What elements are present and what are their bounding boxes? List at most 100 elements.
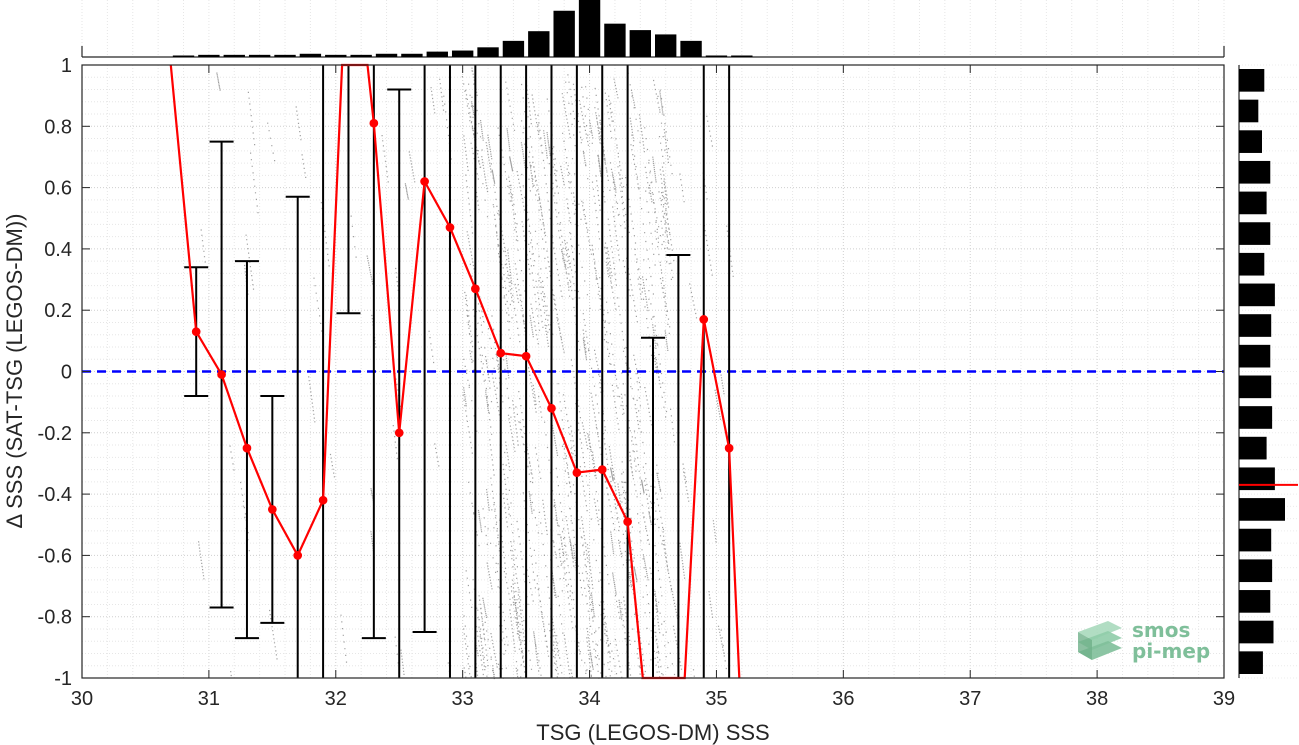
right-histogram-bar <box>1239 436 1267 460</box>
mean-marker <box>293 551 303 560</box>
top-histogram-bar <box>604 23 626 57</box>
right-histogram-bar <box>1239 498 1285 521</box>
main-plot: 30 31 32 33 34 35 36 37 38 39 -1 -0.8 -0.6 -0.4 -0.2 0… <box>38 55 1236 710</box>
x-tick-label: 33 <box>452 688 474 710</box>
y-tick-label: -0.6 <box>38 545 72 567</box>
x-tick-label: 30 <box>71 688 93 710</box>
y-tick-label: 1 <box>61 55 72 77</box>
y-tick-label: 0.2 <box>44 300 72 322</box>
y-tick-label: 0.6 <box>44 178 72 200</box>
y-tick-label: -0.2 <box>38 423 72 445</box>
y-tick-label: 0.4 <box>44 239 72 261</box>
right-histogram-bar <box>1239 590 1271 613</box>
mean-marker <box>724 443 734 453</box>
mean-marker <box>318 495 328 505</box>
right-histogram-bar <box>1239 99 1259 123</box>
top-histogram-bar <box>451 50 474 57</box>
right-histogram-bars <box>1239 69 1285 674</box>
mean-marker <box>191 327 201 337</box>
right-histogram-bar <box>1239 222 1271 245</box>
right-histogram-bar <box>1239 528 1272 552</box>
top-histogram-bar <box>274 54 296 57</box>
top-histogram-bar <box>223 54 245 57</box>
mean-marker <box>547 403 556 413</box>
top-histogram-frame <box>82 0 1224 57</box>
mean-marker <box>369 118 379 128</box>
top-histogram-bar <box>248 54 271 57</box>
logo-layers-icon <box>1078 621 1122 660</box>
top-histogram-bars <box>172 0 753 58</box>
mean-marker <box>471 284 480 294</box>
x-tick-label: 31 <box>198 688 220 710</box>
y-tick-label: 0.8 <box>44 116 72 138</box>
right-histogram-bar <box>1239 375 1272 399</box>
logo-text-pi-mep: pi-mep <box>1132 639 1210 663</box>
x-tick-label: 32 <box>325 688 347 710</box>
right-histogram <box>1238 64 1299 679</box>
x-axis-label: TSG (LEGOS-DM) SSS <box>536 720 769 745</box>
x-tick-label: 39 <box>1213 688 1235 710</box>
mean-marker <box>572 468 582 477</box>
mean-marker <box>394 428 404 438</box>
mean-difference-markers <box>191 118 734 560</box>
right-histogram-bar <box>1239 130 1262 153</box>
mean-marker <box>445 223 455 232</box>
right-histogram-bar <box>1239 69 1265 92</box>
top-histogram-bar <box>401 53 423 57</box>
top-histogram <box>81 0 1225 58</box>
top-histogram-bar <box>553 10 575 58</box>
x-tick-label: 35 <box>705 688 727 710</box>
top-histogram-bar <box>731 55 753 57</box>
top-histogram-bar <box>350 54 372 57</box>
top-histogram-grid <box>81 0 1225 57</box>
x-tick-label: 34 <box>578 688 600 710</box>
error-bar <box>641 336 665 678</box>
top-histogram-bar <box>172 55 195 57</box>
error-bar <box>387 88 412 678</box>
y-tick-label: -1 <box>54 668 72 690</box>
top-histogram-bar <box>680 40 702 57</box>
y-tick-label: 0 <box>61 362 72 384</box>
logo-text-smos: smos <box>1132 618 1190 642</box>
mean-marker <box>242 443 252 453</box>
top-histogram-bar <box>426 51 448 57</box>
top-histogram-bar <box>528 31 550 57</box>
top-histogram-bar <box>502 40 525 57</box>
right-histogram-bar <box>1239 651 1263 674</box>
top-histogram-bar <box>578 0 601 57</box>
y-tick-labels: -1 -0.8 -0.6 -0.4 -0.2 0 0.2 0.4 0.6 0.8 1 <box>38 55 72 690</box>
right-histogram-bar <box>1239 406 1273 429</box>
right-histogram-bar <box>1239 160 1271 184</box>
x-tick-label: 38 <box>1086 688 1108 710</box>
right-histogram-bar <box>1239 559 1273 583</box>
mean-marker <box>420 177 429 186</box>
x-tick-labels: 30 31 32 33 34 35 36 37 38 39 <box>71 688 1235 710</box>
axis-ticks <box>81 64 1225 679</box>
error-bar <box>336 65 361 315</box>
top-histogram-bar <box>655 34 677 57</box>
mean-marker <box>217 370 226 379</box>
error-bars <box>184 65 731 678</box>
mean-marker <box>597 465 607 474</box>
error-bar <box>666 254 691 678</box>
x-tick-label: 37 <box>959 688 981 710</box>
error-bar <box>361 65 386 640</box>
smos-pi-mep-logo: smos pi-mep <box>1078 618 1210 663</box>
right-histogram-bar <box>1239 620 1274 644</box>
top-histogram-bar <box>477 47 499 57</box>
top-histogram-bar <box>299 53 322 57</box>
right-histogram-bar <box>1239 344 1271 368</box>
right-histogram-bar <box>1239 191 1267 215</box>
mean-marker <box>496 348 506 358</box>
y-tick-label: -0.4 <box>38 484 72 506</box>
right-histogram-bar <box>1239 283 1275 307</box>
top-histogram-bar <box>705 55 728 57</box>
error-bar <box>412 65 437 634</box>
right-histogram-bar <box>1239 467 1275 491</box>
top-histogram-bar <box>198 54 220 57</box>
top-histogram-bar <box>375 53 398 57</box>
mean-marker <box>267 505 277 514</box>
x-tick-label: 36 <box>832 688 854 710</box>
mean-marker <box>521 351 531 361</box>
